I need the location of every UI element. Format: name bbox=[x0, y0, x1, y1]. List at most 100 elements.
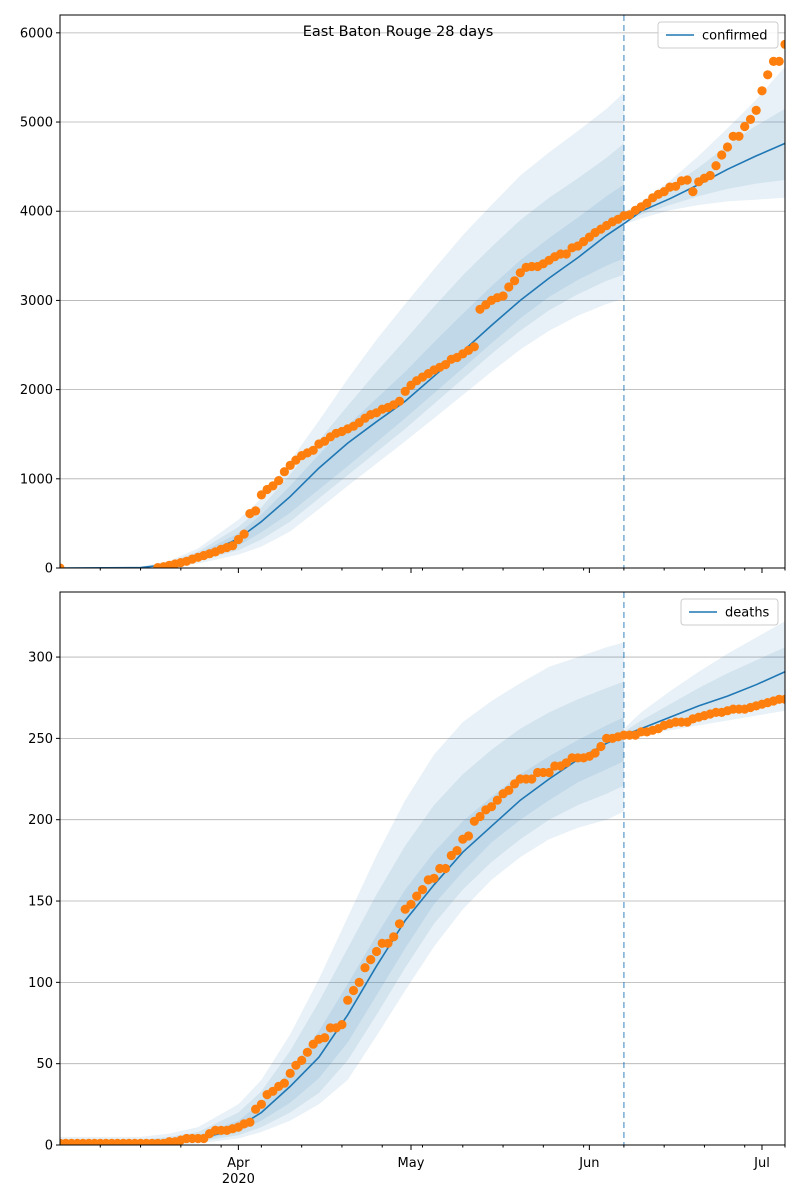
observed-point bbox=[527, 774, 537, 784]
y-tick-label: 3000 bbox=[20, 294, 53, 309]
observed-point bbox=[757, 86, 767, 96]
observed-point bbox=[337, 1020, 347, 1030]
observed-point bbox=[256, 490, 266, 500]
observed-point bbox=[498, 291, 508, 301]
y-tick-label: 200 bbox=[28, 813, 53, 828]
observed-point bbox=[688, 187, 698, 197]
y-tick-label: 6000 bbox=[20, 26, 53, 41]
observed-point bbox=[671, 181, 681, 191]
legend-box bbox=[657, 21, 779, 49]
y-tick-label: 300 bbox=[28, 651, 53, 666]
observed-point bbox=[544, 767, 554, 778]
observed-point bbox=[239, 529, 249, 539]
observed-point bbox=[504, 282, 514, 292]
legend: confirmed bbox=[657, 21, 779, 49]
chart-title: East Baton Rouge 28 days bbox=[303, 24, 494, 40]
observed-point bbox=[486, 802, 497, 812]
y-tick-label: 50 bbox=[36, 1057, 53, 1072]
y-tick-label: 5000 bbox=[20, 116, 53, 131]
x-tick-label: Apr bbox=[227, 1156, 250, 1171]
observed-point bbox=[279, 1078, 289, 1088]
uncertainty-band bbox=[623, 66, 785, 225]
observed-point bbox=[780, 694, 785, 704]
x-tick-label: Jun bbox=[578, 1156, 599, 1171]
observed-point bbox=[745, 114, 756, 124]
uncertainty-band bbox=[60, 681, 624, 1145]
observed-point bbox=[463, 831, 474, 841]
legend-box bbox=[680, 598, 779, 626]
observed-point bbox=[596, 741, 606, 752]
y-tick-label: 100 bbox=[28, 976, 53, 991]
uncertainty-band bbox=[623, 647, 785, 737]
observed-point bbox=[383, 938, 393, 948]
observed-point bbox=[774, 56, 784, 66]
observed-point bbox=[429, 873, 439, 883]
observed-point bbox=[245, 1117, 255, 1127]
y-tick-label: 0 bbox=[45, 562, 53, 577]
y-tick-label: 250 bbox=[28, 732, 53, 747]
y-tick-label: 2000 bbox=[20, 383, 53, 398]
x-tick-label: Jul bbox=[753, 1156, 770, 1171]
observed-point bbox=[302, 1047, 312, 1057]
legend-label: confirmed bbox=[702, 29, 768, 44]
observed-point bbox=[469, 342, 479, 352]
observed-point bbox=[412, 891, 422, 901]
observed-point bbox=[717, 150, 727, 160]
observed-point bbox=[343, 995, 353, 1005]
observed-point bbox=[274, 476, 284, 486]
observed-point bbox=[509, 276, 520, 286]
observed-point bbox=[60, 563, 65, 568]
observed-point bbox=[705, 170, 715, 181]
observed-point bbox=[394, 396, 405, 406]
plot-area bbox=[60, 15, 785, 568]
y-tick-label: 4000 bbox=[20, 205, 53, 220]
observed-point bbox=[515, 268, 525, 278]
observed-point bbox=[251, 506, 261, 516]
observed-point bbox=[440, 863, 451, 874]
observed-point bbox=[233, 534, 243, 545]
observed-point bbox=[417, 885, 428, 895]
observed-point bbox=[228, 541, 238, 551]
observed-point bbox=[406, 899, 416, 909]
x-year-label: 2020 bbox=[222, 1172, 255, 1187]
observed-point bbox=[711, 161, 721, 171]
observed-point bbox=[504, 785, 514, 796]
observed-point bbox=[722, 142, 733, 152]
observed-point bbox=[285, 1068, 295, 1078]
observed-point bbox=[360, 963, 370, 973]
observed-point bbox=[642, 198, 652, 208]
observed-point bbox=[400, 386, 410, 396]
observed-point bbox=[297, 1055, 307, 1065]
observed-point bbox=[475, 811, 485, 822]
observed-point bbox=[740, 121, 750, 132]
y-tick-label: 150 bbox=[28, 895, 53, 910]
observed-point bbox=[268, 481, 278, 491]
uncertainty-band bbox=[60, 642, 624, 1145]
legend-label: deaths bbox=[725, 606, 770, 621]
observed-point bbox=[366, 955, 376, 965]
observed-point bbox=[682, 175, 692, 185]
confirmed-panel: 0 1000 2000 3000 4000 5000 6000 confirmed bbox=[20, 14, 786, 577]
uncertainty-band bbox=[60, 92, 624, 568]
observed-point bbox=[452, 846, 462, 856]
observed-point bbox=[320, 1033, 330, 1043]
observed-point bbox=[389, 932, 399, 942]
deaths-panel: 0 50 100 150 200 250 300 Apr May Jun Jul 2020 deaths bbox=[28, 591, 786, 1187]
observed-point bbox=[440, 360, 451, 370]
observed-point bbox=[279, 467, 289, 477]
legend: deaths bbox=[680, 598, 779, 626]
observed-point bbox=[354, 977, 364, 988]
plot-area bbox=[60, 592, 785, 1145]
observed-point bbox=[394, 919, 405, 929]
y-tick-label: 1000 bbox=[20, 472, 53, 487]
x-tick-label: May bbox=[398, 1156, 425, 1171]
observed-point bbox=[751, 105, 761, 115]
observed-point bbox=[371, 946, 382, 957]
observed-point bbox=[348, 985, 359, 996]
uncertainty-band bbox=[60, 143, 624, 568]
observed-point bbox=[590, 748, 600, 758]
observed-point bbox=[763, 70, 773, 80]
observed-point bbox=[734, 131, 744, 141]
observed-point bbox=[256, 1099, 266, 1109]
